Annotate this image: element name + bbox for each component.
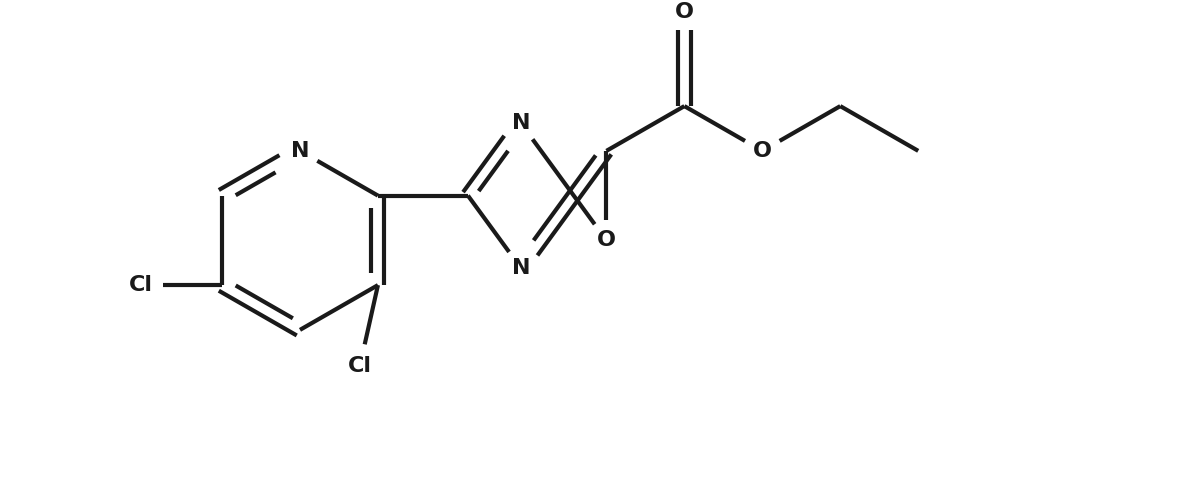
Text: Cl: Cl xyxy=(129,275,153,295)
Text: Cl: Cl xyxy=(348,356,372,376)
Text: O: O xyxy=(597,230,616,250)
Text: N: N xyxy=(512,113,530,133)
Text: N: N xyxy=(290,141,309,161)
Text: O: O xyxy=(675,2,694,22)
Text: N: N xyxy=(512,258,530,278)
Text: O: O xyxy=(753,141,772,161)
